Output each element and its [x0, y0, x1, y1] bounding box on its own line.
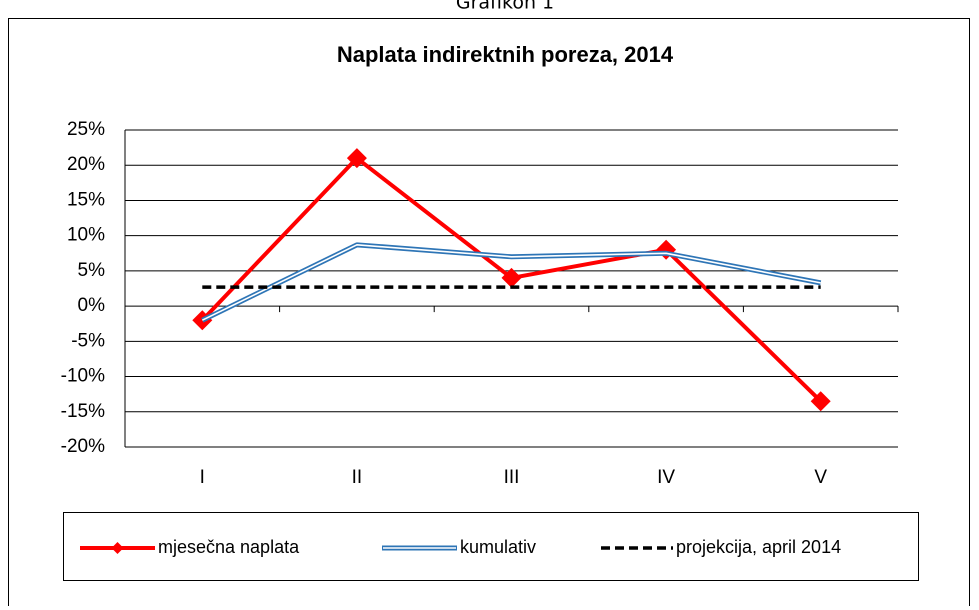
y-tick-label: 25%: [67, 119, 105, 140]
y-tick-label: -20%: [61, 436, 105, 457]
y-tick-label: 0%: [78, 295, 106, 316]
chart-frame: [8, 18, 970, 610]
legend-label: projekcija, april 2014: [676, 537, 841, 557]
y-tick-label: 10%: [67, 225, 105, 246]
series-marker: [501, 267, 522, 288]
chart-title: Naplata indirektnih poreza, 2014: [337, 42, 674, 67]
legend-frame: [63, 512, 919, 581]
y-tick-label: 20%: [67, 154, 105, 175]
x-tick-label: V: [814, 467, 827, 488]
series-marker: [346, 148, 367, 169]
y-tick-label: -5%: [71, 330, 105, 351]
y-tick-label: 5%: [78, 260, 106, 281]
y-tick-label: -15%: [61, 401, 105, 422]
x-tick-label: II: [352, 467, 363, 488]
series-line-inner: [201, 244, 821, 321]
caption: Grafikon 1: [456, 0, 554, 14]
x-tick-label: I: [200, 467, 205, 488]
x-tick-label: III: [504, 467, 520, 488]
legend-label: kumulativ: [460, 537, 536, 557]
legend-marker: [111, 542, 124, 554]
x-tick-label: IV: [657, 467, 675, 488]
series-marker: [810, 391, 831, 412]
y-tick-label: 15%: [67, 189, 105, 210]
legend-label: mjesečna naplata: [158, 537, 300, 557]
y-tick-label: -10%: [61, 366, 105, 387]
